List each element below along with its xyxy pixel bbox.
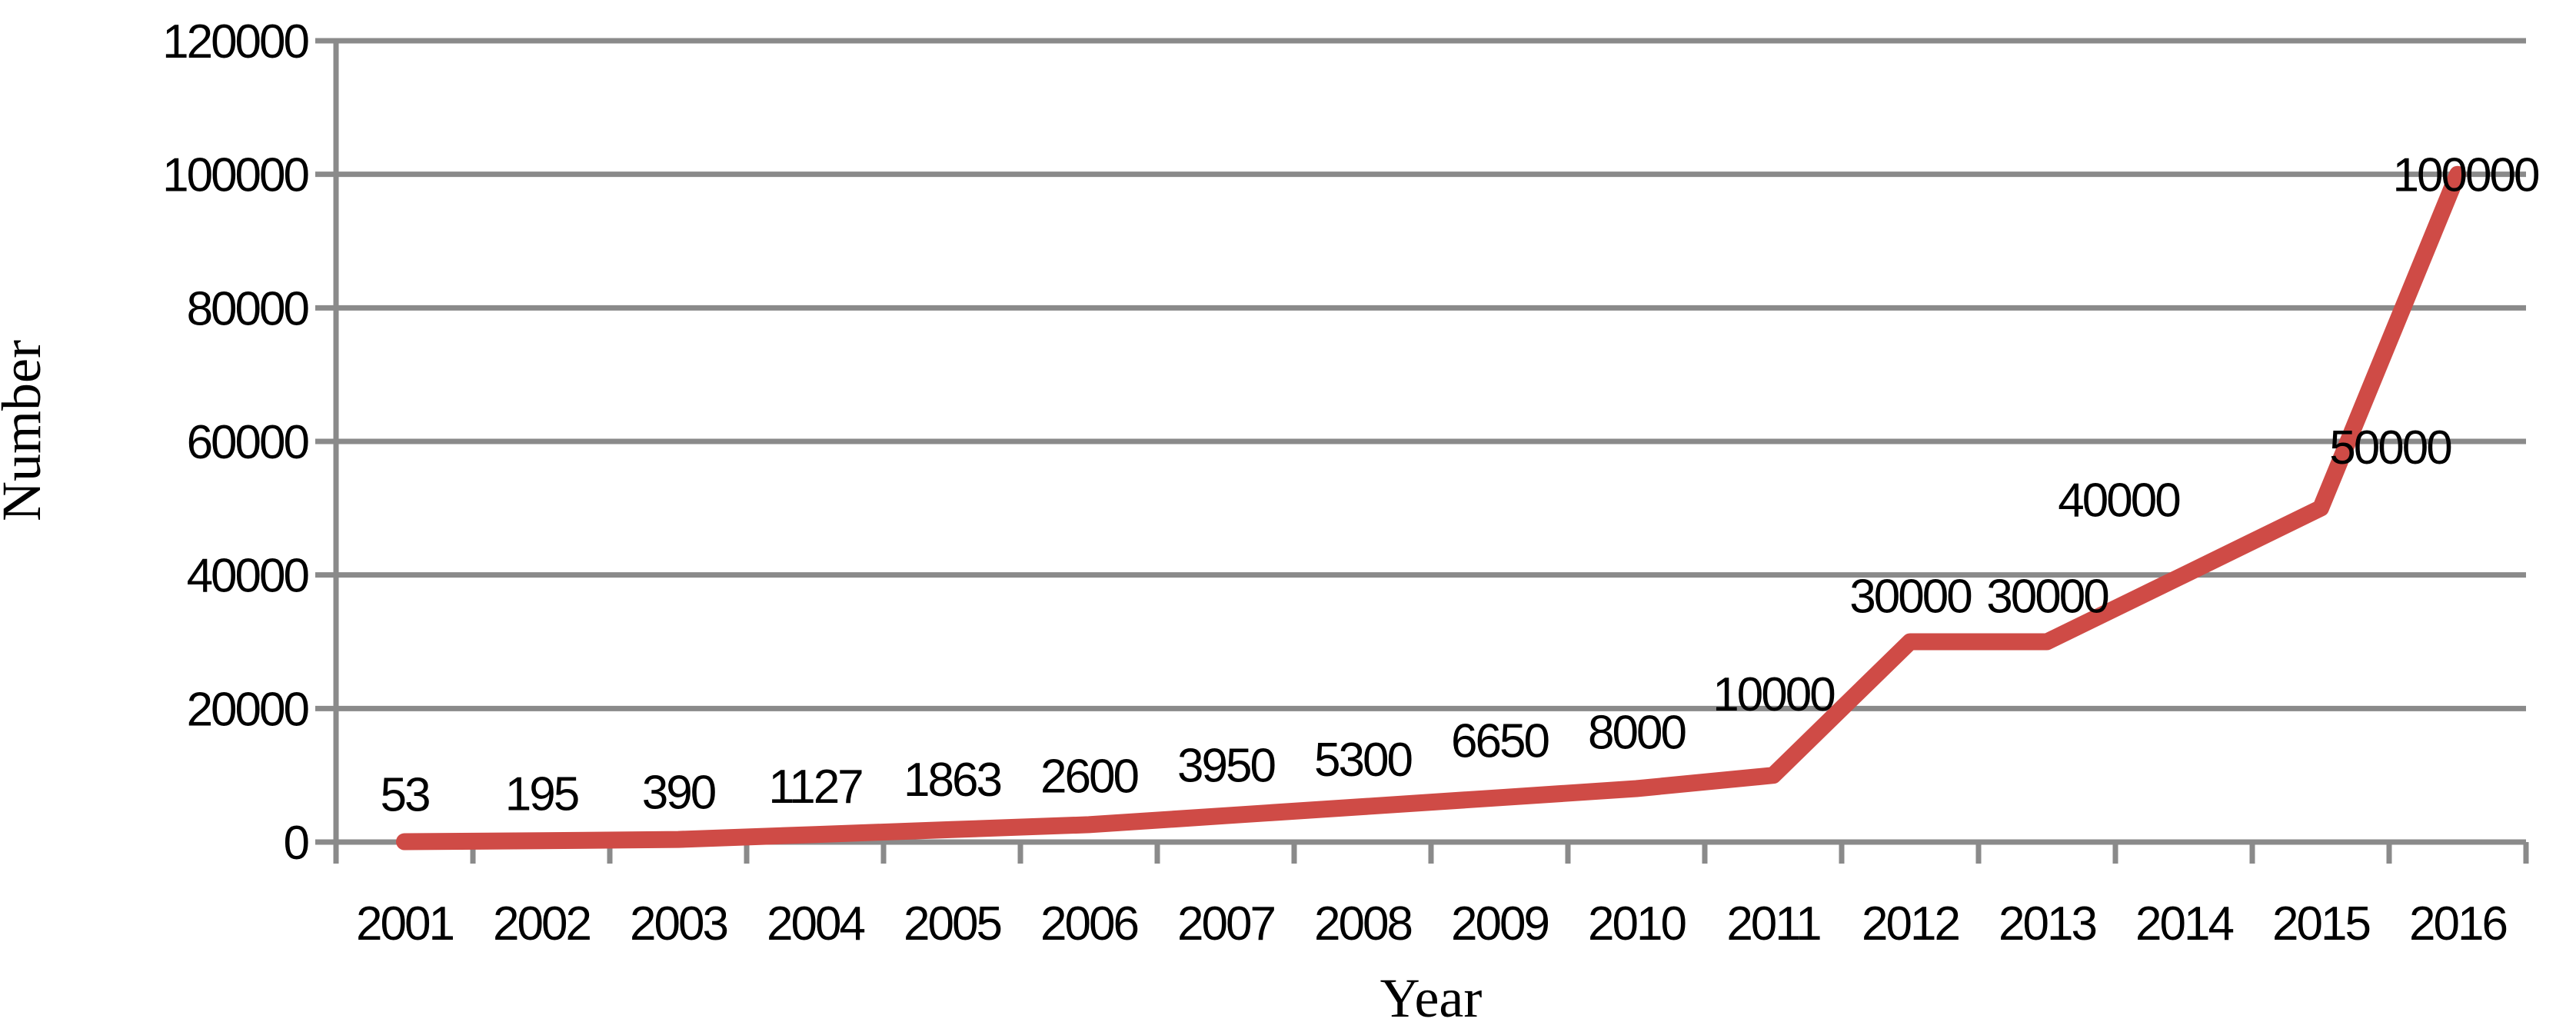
- y-axis-tick-labels: 0 20000 40000 60000 80000 100000 120000: [162, 15, 311, 870]
- y-tick-label: 100000: [162, 149, 308, 202]
- x-tick-label: 2003: [630, 897, 727, 950]
- data-label: 53: [381, 769, 429, 822]
- axes: [315, 38, 2529, 864]
- x-axis-title: Year: [1380, 967, 1483, 1029]
- x-tick-label: 2006: [1040, 897, 1137, 950]
- x-tick-label: 2007: [1177, 897, 1274, 950]
- x-tick-label: 2009: [1451, 897, 1548, 950]
- x-tick-label: 2011: [1726, 897, 1820, 950]
- x-tick-label: 2015: [2272, 897, 2369, 950]
- x-tick-label: 2013: [1999, 897, 2095, 950]
- x-tick-label: 2005: [904, 897, 1000, 950]
- y-tick-label: 0: [284, 817, 309, 870]
- data-label: 6650: [1451, 714, 1549, 767]
- data-label: 8000: [1588, 707, 1686, 760]
- data-label: 3950: [1177, 740, 1275, 793]
- x-tick-label: 2004: [767, 897, 864, 950]
- x-tick-label: 2008: [1314, 897, 1411, 950]
- y-tick-label: 20000: [187, 683, 309, 736]
- data-label: 50000: [2329, 421, 2451, 474]
- y-tick-label: 40000: [187, 550, 309, 603]
- x-tick-label: 2012: [1862, 897, 1959, 950]
- x-tick-label: 2010: [1588, 897, 1686, 950]
- data-label: 5300: [1314, 734, 1412, 787]
- data-label: 40000: [2058, 474, 2180, 528]
- data-label: 195: [505, 767, 578, 821]
- gridlines: [336, 38, 2526, 711]
- data-label: 1863: [904, 754, 1000, 807]
- x-tick-label: 2014: [2135, 897, 2233, 950]
- data-labels: 53 195 390 1127 1863 2600 3950 5300 6650 8000 1000…: [381, 149, 2541, 822]
- x-tick-label: 2001: [356, 897, 453, 950]
- data-label: 2600: [1040, 750, 1138, 803]
- data-label: 30000: [1849, 571, 1972, 624]
- x-tick-label: 2002: [493, 897, 590, 950]
- series-line: [396, 165, 2466, 851]
- x-axis-tick-labels: 2001 2002 2003 2004 2005 2006 2007 2008 2009 2010…: [356, 897, 2508, 950]
- data-label: 1127: [768, 761, 862, 814]
- data-label: 390: [642, 767, 716, 820]
- data-label: 30000: [1986, 571, 2108, 624]
- x-tick-label: 2016: [2409, 897, 2506, 950]
- y-tick-label: 80000: [187, 282, 309, 335]
- y-tick-label: 60000: [187, 416, 309, 469]
- y-tick-label: 120000: [162, 15, 308, 68]
- y-axis-title: Number: [0, 340, 52, 521]
- data-label: 100000: [2393, 149, 2539, 202]
- data-label: 10000: [1712, 668, 1835, 721]
